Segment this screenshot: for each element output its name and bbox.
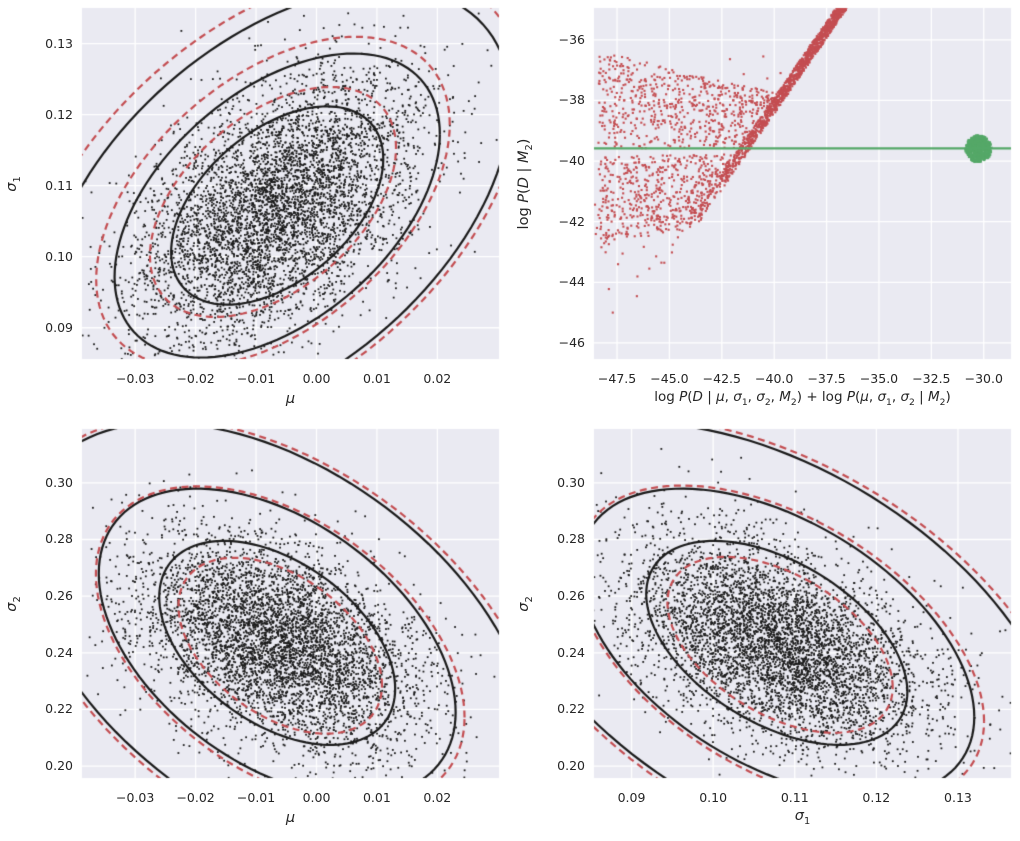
y-tick-label: 0.28	[557, 531, 585, 547]
y-tick-label: 0.13	[45, 35, 73, 51]
y-axis-label: log P(D | M2)	[516, 138, 536, 229]
x-axis-label: log P(D | μ, σ1, σ2, M2) + log P(μ, σ1, …	[654, 389, 951, 408]
y-tick-label: 0.26	[557, 587, 585, 603]
y-tick-label: 0.30	[557, 474, 585, 490]
x-tick-label: −47.5	[597, 370, 637, 386]
y-tick-label: −46	[558, 334, 585, 350]
x-tick-label: −0.03	[116, 370, 155, 386]
x-tick-label: 0.10	[699, 789, 728, 805]
y-axis-label: σ1	[4, 175, 24, 192]
x-tick-label: −30.0	[964, 370, 1003, 386]
x-tick-label: 0.11	[780, 789, 809, 805]
y-tick-label: 0.22	[557, 701, 585, 717]
x-tick-label: −0.03	[116, 789, 155, 805]
y-axis-label: σ2	[516, 595, 536, 612]
y-axis-label: σ2	[4, 595, 24, 612]
y-tick-label: 0.10	[45, 248, 73, 264]
x-tick-label: −42.5	[702, 370, 741, 386]
x-tick-label: 0.13	[944, 789, 972, 805]
y-tick-label: 0.09	[45, 319, 73, 335]
y-tick-label: 0.22	[45, 701, 73, 717]
x-tick-label: −0.01	[236, 789, 276, 805]
y-tick-label: 0.20	[557, 757, 585, 773]
y-tick-label: −40	[558, 152, 585, 168]
y-tick-label: 0.30	[45, 474, 73, 490]
x-tick-label: 0.12	[862, 789, 891, 805]
y-tick-label: −36	[558, 31, 585, 47]
x-tick-label: 0.09	[617, 789, 646, 805]
x-tick-label: 0.00	[302, 789, 331, 805]
x-tick-label: 0.02	[423, 789, 452, 805]
x-tick-label: 0.02	[423, 370, 452, 386]
y-tick-label: −42	[558, 213, 585, 229]
x-tick-label: −0.02	[176, 370, 215, 386]
y-tick-label: 0.24	[45, 644, 73, 660]
x-axis-label: μ	[285, 390, 296, 407]
x-tick-label: −45.0	[650, 370, 689, 386]
x-tick-label: −0.02	[176, 789, 215, 805]
x-tick-label: −35.0	[859, 370, 899, 386]
x-tick-label: −37.5	[807, 370, 846, 386]
x-tick-label: 0.01	[362, 370, 391, 386]
y-tick-label: −44	[558, 274, 585, 290]
y-tick-label: 0.24	[557, 644, 585, 660]
y-tick-label: 0.12	[45, 106, 73, 122]
x-tick-label: −0.01	[236, 370, 276, 386]
x-axis-label: σ1	[794, 808, 811, 828]
y-tick-label: −38	[558, 92, 585, 108]
x-axis-label: μ	[285, 809, 296, 826]
x-tick-label: −40.0	[755, 370, 794, 386]
x-tick-label: −32.5	[912, 370, 951, 386]
y-tick-label: 0.26	[45, 587, 73, 603]
y-tick-label: 0.11	[45, 177, 73, 193]
x-tick-label: 0.01	[362, 789, 391, 805]
y-tick-label: 0.28	[45, 531, 73, 547]
x-tick-label: 0.00	[302, 370, 331, 386]
y-tick-label: 0.20	[45, 757, 73, 773]
